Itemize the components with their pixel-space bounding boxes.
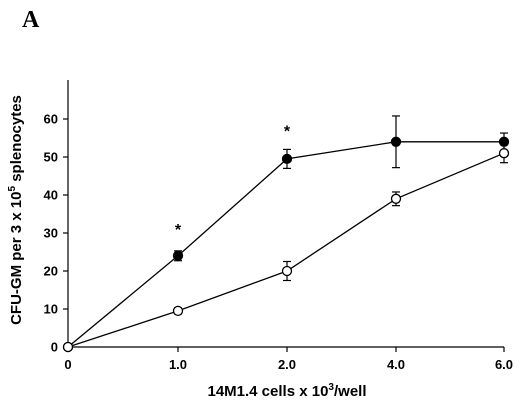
y-tick-label: 0 <box>51 340 58 355</box>
x-tick-label: 1.0 <box>169 357 187 372</box>
data-point <box>281 265 293 277</box>
data-point <box>172 305 184 317</box>
panel-label: A <box>22 7 40 33</box>
y-tick-label: 10 <box>44 302 58 317</box>
x-axis-title-rest: /well <box>334 383 367 400</box>
y-tick-label: 30 <box>44 226 58 241</box>
y-axis-title: CFU-GM per 3 x 105 splenocytes <box>7 95 25 325</box>
y-tick-label: 60 <box>44 112 58 127</box>
x-tick-label: 0 <box>64 357 71 372</box>
data-point <box>172 250 184 261</box>
x-tick-label: 2.0 <box>278 357 296 372</box>
x-axis-title-exponent: 3 <box>328 382 334 393</box>
plot-area: 0 10 20 30 40 50 60 0 1.0 2.0 4.0 6.0 * * <box>44 80 513 372</box>
y-axis-title-exponent: 5 <box>7 186 18 192</box>
data-point <box>498 148 510 159</box>
y-axis-title-rest: splenocytes <box>8 95 25 186</box>
significance-star: * <box>284 123 291 140</box>
significance-star: * <box>175 222 182 239</box>
series-2 <box>62 143 510 353</box>
data-point <box>62 341 74 353</box>
x-tick-label: 4.0 <box>387 357 405 372</box>
x-axis-title-main: 14M1.4 cells x 10 <box>207 383 328 400</box>
y-axis-title-main: CFU-GM per 3 x 10 <box>8 192 25 325</box>
x-axis-title: 14M1.4 cells x 103/well <box>207 382 366 400</box>
data-point <box>281 153 293 165</box>
y-tick-label: 50 <box>44 150 58 165</box>
series-line <box>67 152 505 348</box>
data-point <box>390 136 402 147</box>
series-1 <box>62 115 510 353</box>
y-tick-label: 20 <box>44 264 58 279</box>
y-tick-label: 40 <box>44 188 58 203</box>
data-point <box>390 193 402 204</box>
x-tick-label: 6.0 <box>495 357 513 372</box>
series-line <box>67 141 504 348</box>
